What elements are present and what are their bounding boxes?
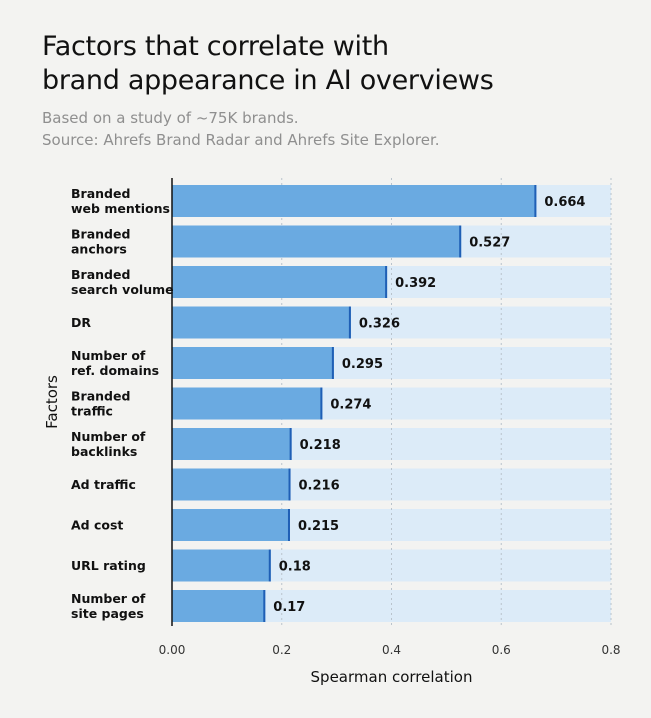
category-label: Branded web mentions [71,186,170,216]
bar-end-marker [348,306,351,339]
bar-end-marker [287,509,290,541]
category-label: Branded traffic [71,389,130,419]
category-label: Number of site pages [71,591,146,621]
category-label: Ad traffic [71,477,136,492]
data-label: 0.326 [359,317,400,332]
x-tick-label: 0.00 [159,643,186,657]
bar-end-marker [320,387,323,420]
x-tick-label: 0.2 [272,643,291,657]
bar [172,185,537,217]
bar-end-marker [534,185,537,217]
bar [172,387,323,420]
bar [172,549,271,582]
chart-title-line-2: brand appearance in AI overviews [42,65,494,96]
data-label: 0.392 [395,276,436,291]
category-label: Ad cost [71,518,123,533]
data-label: 0.664 [544,195,585,210]
category-label: DR [71,315,91,330]
bar [172,306,351,339]
data-label: 0.274 [330,398,371,413]
category-label: Number of backlinks [71,429,146,459]
chart-subtitle: Based on a study of ~75K brands. [42,109,299,127]
y-axis-title: Factors [43,375,61,429]
bar-end-marker [288,468,291,501]
bar [172,468,291,501]
chart-source: Source: Ahrefs Brand Radar and Ahrefs Si… [42,131,440,149]
data-label: 0.527 [469,236,510,251]
bar-end-marker [263,590,266,622]
data-label: 0.216 [299,479,340,494]
x-tick-label: 0.6 [492,643,511,657]
bar-end-marker [385,266,388,298]
category-label: URL rating [71,558,146,573]
data-label: 0.218 [300,438,341,453]
bar [172,509,290,541]
bar-end-marker [289,428,292,460]
bar [172,225,462,258]
category-label: Branded anchors [71,227,130,257]
data-label: 0.17 [273,600,305,615]
bar [172,590,266,622]
bar-end-marker [331,347,334,379]
x-tick-label: 0.4 [382,643,401,657]
bar [172,428,292,460]
category-label: Branded search volume [71,267,174,297]
chart-title: Factors that correlate with brand appear… [42,30,632,98]
data-label: 0.18 [279,560,311,575]
bar [172,266,388,298]
bar [172,347,334,379]
x-axis-title: Spearman correlation [311,668,473,686]
chart-title-line-1: Factors that correlate with [42,31,389,62]
bar-end-marker [459,225,462,258]
category-label: Number of ref. domains [71,348,159,378]
data-label: 0.295 [342,357,383,372]
bar-end-marker [268,549,271,582]
data-label: 0.215 [298,519,339,534]
x-tick-label: 0.8 [601,643,620,657]
